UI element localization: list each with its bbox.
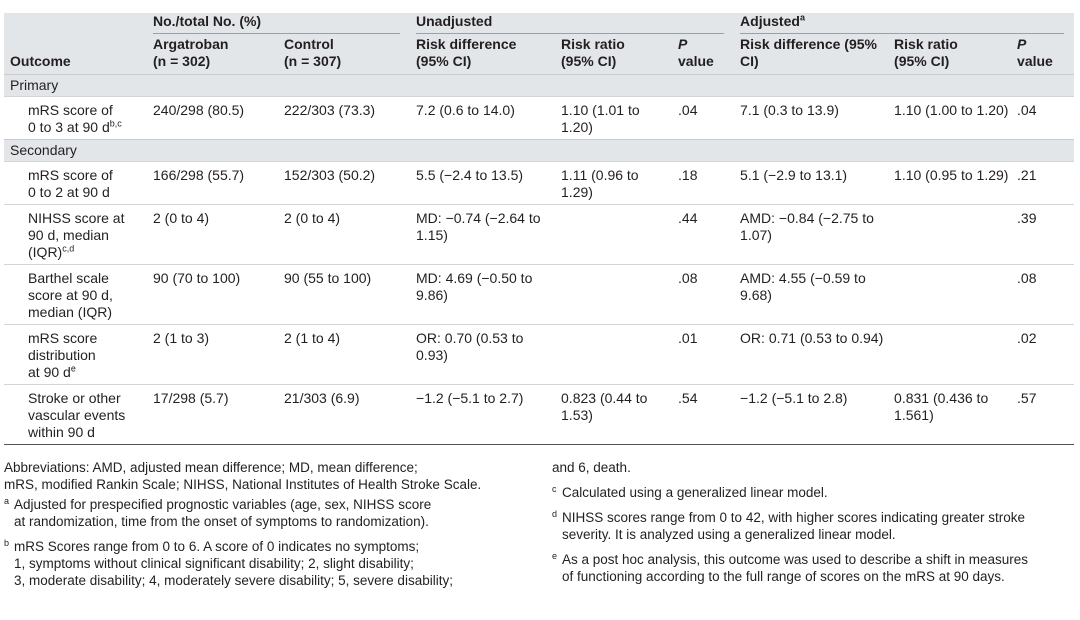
- risk-difference-cell: OR: 0.70 (0.53 to 0.93): [410, 324, 556, 385]
- outcome-cell: mRS score of 0 to 2 at 90 d: [4, 161, 147, 205]
- control-header: Control (n = 307): [278, 34, 411, 75]
- control-cell: 222/303 (73.3): [278, 96, 411, 140]
- adjusted-p-value-cell: .57: [1011, 384, 1075, 445]
- table-body: Primary mRS score of 0 to 3 at 90 db,c 24…: [4, 74, 1075, 445]
- risk-ratio-header: Risk ratio (95% CI): [555, 34, 673, 75]
- unadjusted-header: Unadjusted: [410, 13, 735, 34]
- adjusted-risk-difference-cell: −1.2 (−5.1 to 2.8): [734, 384, 889, 445]
- adjusted-p-value-cell: .21: [1011, 161, 1075, 205]
- adjusted-p-value-cell: .08: [1011, 264, 1075, 325]
- p-value-cell: .18: [672, 161, 735, 205]
- risk-ratio-cell: 0.823 (0.44 to 1.53): [555, 384, 673, 445]
- p-value-cell: .54: [672, 384, 735, 445]
- argatroban-header: Argatroban (n = 302): [147, 34, 278, 75]
- footnote-a: a Adjusted for prespecified prognostic va…: [4, 496, 432, 529]
- results-table: Outcome No./total No. (%) Unadjusted Adj…: [4, 13, 1075, 445]
- argatroban-cell: 2 (0 to 4): [147, 204, 278, 265]
- adjusted-p-value-cell: .39: [1011, 204, 1075, 265]
- group-counts-header: No./total No. (%): [147, 13, 411, 34]
- control-cell: 2 (0 to 4): [278, 204, 411, 265]
- p-value-cell: .44: [672, 204, 735, 265]
- argatroban-cell: 90 (70 to 100): [147, 264, 278, 325]
- adjusted-p-value-cell: .04: [1011, 96, 1075, 140]
- outcome-cell: mRS score distribution at 90 de: [4, 324, 147, 385]
- control-cell: 152/303 (50.2): [278, 161, 411, 205]
- outcome-cell: mRS score of 0 to 3 at 90 db,c: [4, 96, 147, 140]
- table-row: NIHSS score at 90 d, median (IQR)c,d 2 (0 …: [4, 204, 1075, 265]
- adjusted-risk-difference-cell: 5.1 (−2.9 to 13.1): [734, 161, 889, 205]
- section-row-primary: Primary: [4, 74, 1075, 97]
- footnote-b-continued: and 6, death.: [552, 460, 631, 475]
- adjusted-risk-ratio-cell: [888, 264, 1012, 325]
- risk-difference-cell: 5.5 (−2.4 to 13.5): [410, 161, 556, 205]
- control-cell: 2 (1 to 4): [278, 324, 411, 385]
- section-row-secondary: Secondary: [4, 139, 1075, 162]
- control-cell: 21/303 (6.9): [278, 384, 411, 445]
- abbreviations-note: Abbreviations: AMD, adjusted mean differ…: [4, 460, 482, 492]
- footnotes-left: Abbreviations: AMD, adjusted mean differ…: [4, 459, 534, 597]
- risk-difference-cell: −1.2 (−5.1 to 2.7): [410, 384, 556, 445]
- argatroban-cell: 166/298 (55.7): [147, 161, 278, 205]
- adjusted-risk-ratio-cell: [888, 204, 1012, 265]
- table-row: Stroke or other vascular events within 90 …: [4, 384, 1075, 445]
- outcome-cell: Barthel scale score at 90 d, median (IQR): [4, 264, 147, 325]
- adjusted-risk-ratio-cell: [888, 324, 1012, 385]
- footnote-b: b mRS Scores range from 0 to 6. A score o…: [4, 538, 453, 588]
- footnotes-right: and 6, death. c Calculated using a genera…: [552, 459, 1076, 593]
- adjusted-risk-difference-cell: OR: 0.71 (0.53 to 0.94): [734, 324, 889, 385]
- risk-ratio-cell: [555, 264, 673, 325]
- p-value-cell: .08: [672, 264, 735, 325]
- table-row: mRS score of 0 to 2 at 90 d 166/298 (55.7…: [4, 161, 1075, 205]
- table-header: Outcome No./total No. (%) Unadjusted Adj…: [4, 13, 1075, 75]
- argatroban-cell: 2 (1 to 3): [147, 324, 278, 385]
- adjusted-risk-difference-cell: 7.1 (0.3 to 13.9): [734, 96, 889, 140]
- adjusted-risk-difference-cell: AMD: 4.55 (−0.59 to 9.68): [734, 264, 889, 325]
- p-value-cell: .01: [672, 324, 735, 385]
- adjusted-risk-difference-cell: AMD: −0.84 (−2.75 to 1.07): [734, 204, 889, 265]
- p-value-cell: .04: [672, 96, 735, 140]
- argatroban-cell: 240/298 (80.5): [147, 96, 278, 140]
- risk-ratio-cell: 1.10 (1.01 to 1.20): [555, 96, 673, 140]
- adjusted-risk-ratio-cell: 1.10 (1.00 to 1.20): [888, 96, 1012, 140]
- risk-difference-header: Risk difference (95% CI): [410, 34, 556, 75]
- adjusted-risk-difference-header: Risk difference (95% CI): [734, 34, 889, 75]
- risk-difference-cell: MD: 4.69 (−0.50 to 9.86): [410, 264, 556, 325]
- adjusted-header: Adjusteda: [734, 13, 1075, 34]
- table-row: mRS score of 0 to 3 at 90 db,c 240/298 (8…: [4, 96, 1075, 140]
- footnote-e: e As a post hoc analysis, this outcome wa…: [552, 551, 1028, 584]
- table-row: Barthel scale score at 90 d, median (IQR) …: [4, 264, 1075, 325]
- outcome-header: Outcome: [4, 13, 147, 75]
- footnote-d: d NIHSS scores range from 0 to 42, with h…: [552, 509, 1025, 542]
- adjusted-risk-ratio-cell: 1.10 (0.95 to 1.29): [888, 161, 1012, 205]
- outcome-cell: NIHSS score at 90 d, median (IQR)c,d: [4, 204, 147, 265]
- risk-ratio-cell: [555, 324, 673, 385]
- adjusted-risk-ratio-header: Risk ratio (95% CI): [888, 34, 1012, 75]
- control-cell: 90 (55 to 100): [278, 264, 411, 325]
- adjusted-risk-ratio-cell: 0.831 (0.436 to 1.561): [888, 384, 1012, 445]
- adjusted-p-value-cell: .02: [1011, 324, 1075, 385]
- argatroban-cell: 17/298 (5.7): [147, 384, 278, 445]
- table-row: mRS score distribution at 90 de 2 (1 to 3)…: [4, 324, 1075, 385]
- risk-difference-cell: MD: −0.74 (−2.64 to 1.15): [410, 204, 556, 265]
- risk-difference-cell: 7.2 (0.6 to 14.0): [410, 96, 556, 140]
- outcome-cell: Stroke or other vascular events within 90 …: [4, 384, 147, 445]
- risk-ratio-cell: [555, 204, 673, 265]
- footnote-c: c Calculated using a generalized linear m…: [552, 484, 828, 500]
- risk-ratio-cell: 1.11 (0.96 to 1.29): [555, 161, 673, 205]
